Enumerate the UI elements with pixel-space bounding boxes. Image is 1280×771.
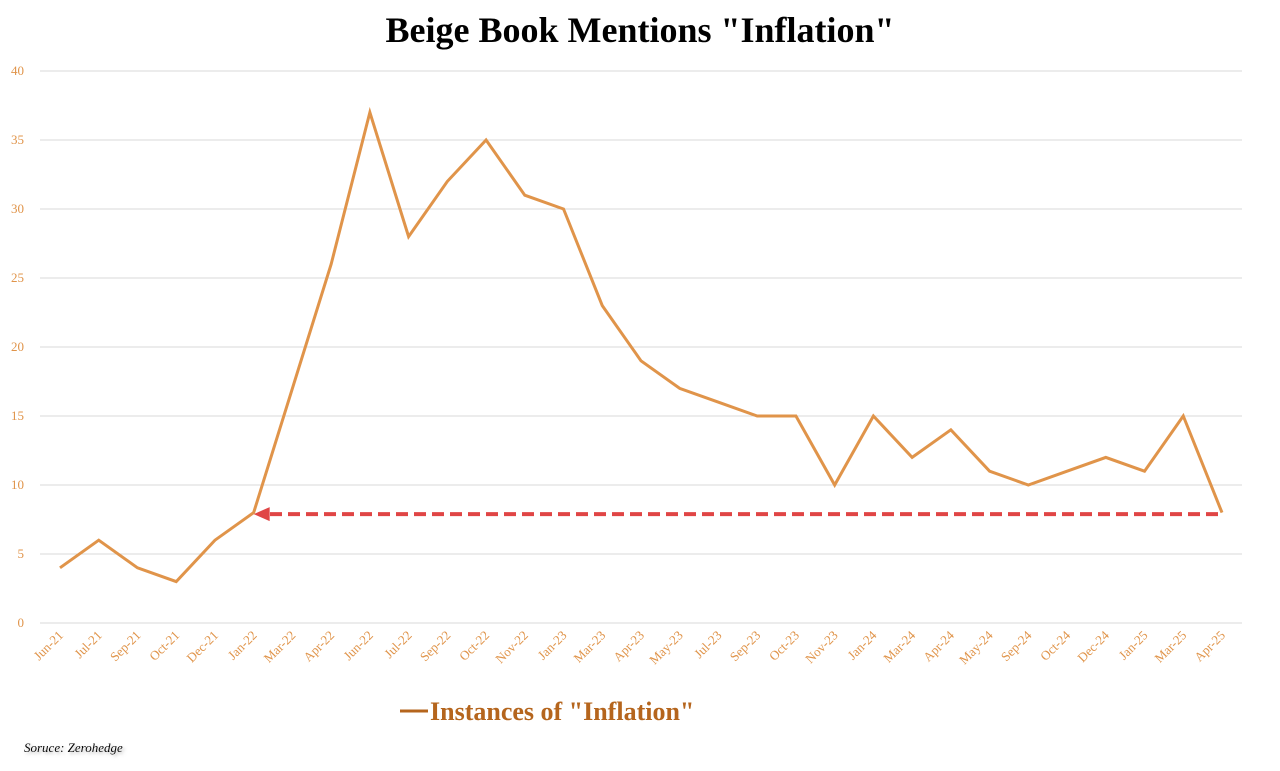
x-tick-label: Oct-23 [766,628,802,664]
x-tick-label: Apr-24 [920,627,957,664]
x-tick-label: Mar-22 [261,628,299,666]
x-tick-label: Jan-22 [225,628,260,663]
x-tick-label: Jul-23 [691,628,725,662]
y-tick-label: 40 [11,63,24,78]
chart-title: Beige Book Mentions "Inflation" [385,10,894,50]
x-tick-label: Oct-22 [456,628,492,664]
x-tick-label: May-24 [956,627,996,667]
x-tick-label: Sep-24 [998,627,1035,664]
y-tick-label: 5 [18,546,25,561]
source-note: Soruce: Zerohedge [24,740,123,755]
x-tick-label: May-23 [646,628,686,668]
x-tick-label: Jan-24 [844,627,879,662]
y-axis: 0 5 10 15 20 25 30 35 40 [11,63,24,630]
x-tick-label: Nov-22 [492,628,531,667]
x-tick-label: Oct-21 [146,628,182,664]
annotation-layer [253,507,1218,522]
x-tick-label: Jan-25 [1116,628,1151,663]
x-tick-label: Apr-23 [610,628,647,665]
x-tick-label: Sep-22 [417,628,454,665]
y-tick-label: 25 [11,270,24,285]
x-tick-label: Jul-22 [381,628,415,662]
y-tick-label: 0 [18,615,25,630]
x-tick-label: Mar-25 [1151,628,1189,666]
y-tick-label: 20 [11,339,24,354]
legend: Instances of "Inflation" [400,697,694,726]
x-axis: Jun-21 Jul-21 Sep-21 Oct-21 Dec-21 Jan-22 Mar-… [30,627,1228,667]
y-tick-label: 30 [11,201,24,216]
x-tick-label: Mar-24 [880,627,918,665]
series-layer [59,106,1224,584]
x-tick-label: Sep-21 [107,628,144,665]
x-tick-label: Dec-24 [1074,627,1112,665]
x-tick-label: Jun-21 [30,628,66,664]
annotation-arrowhead [253,507,270,522]
x-tick-label: Oct-24 [1037,627,1073,663]
x-tick-label: Mar-23 [570,628,608,666]
grid [40,70,1242,624]
x-tick-label: Dec-21 [183,628,221,666]
x-tick-label: Nov-23 [802,628,841,667]
x-tick-label: Sep-23 [727,628,764,665]
x-tick-label: Apr-25 [1191,628,1228,665]
x-tick-label: Jul-21 [71,628,105,662]
y-tick-label: 15 [11,408,24,423]
x-tick-label: Jan-23 [535,628,570,663]
x-tick-label: Jun-22 [340,628,376,664]
legend-label: Instances of "Inflation" [430,697,694,726]
y-tick-label: 35 [11,132,24,147]
y-tick-label: 10 [11,477,24,492]
x-tick-label: Apr-22 [300,628,337,665]
